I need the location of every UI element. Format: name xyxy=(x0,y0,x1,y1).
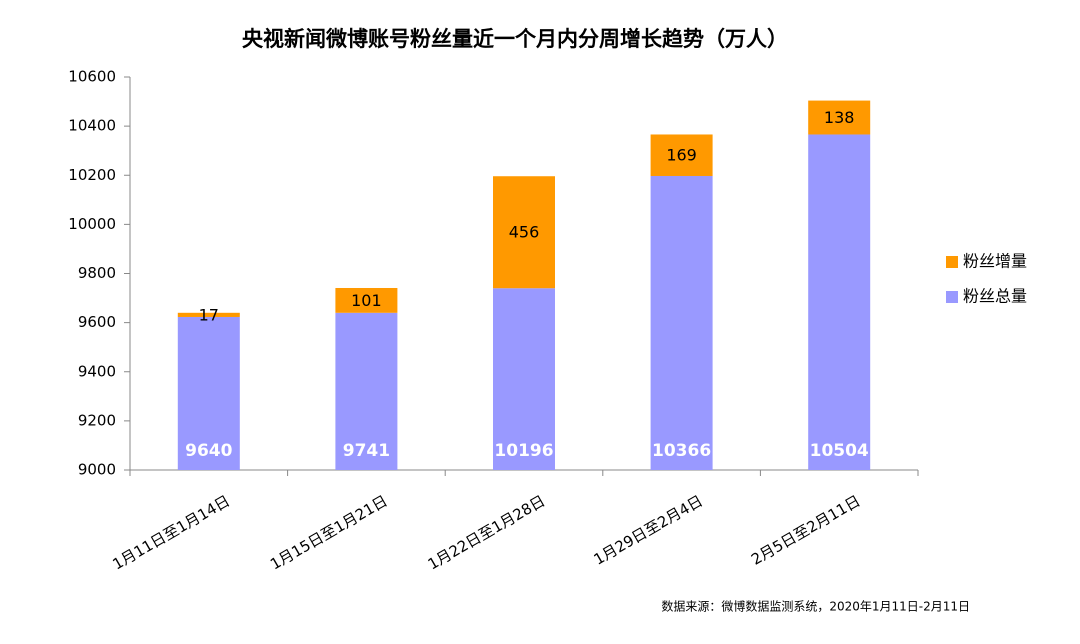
bar-segment xyxy=(493,176,555,289)
data-label: 456 xyxy=(509,223,540,242)
y-tick-label: 10000 xyxy=(68,215,116,233)
total-label: 9741 xyxy=(343,441,390,461)
data-label: 138 xyxy=(824,108,855,127)
source-note: 数据来源：微博数据监测系统，2020年1月11日-2月11日 xyxy=(661,599,970,614)
legend-label: 粉丝增量 xyxy=(963,252,1027,271)
legend-swatch xyxy=(946,256,958,268)
x-tick-label: 1月15日至1月21日 xyxy=(267,492,391,574)
data-label: 169 xyxy=(666,146,697,165)
y-tick-label: 9400 xyxy=(78,362,116,380)
data-label: 101 xyxy=(351,291,382,310)
total-label: 10366 xyxy=(652,441,711,461)
x-tick-label: 2月5日至2月11日 xyxy=(748,492,863,569)
bar-segment xyxy=(493,288,555,470)
bar-segment xyxy=(808,100,871,135)
bar-segment xyxy=(177,312,240,317)
x-tick-label: 1月22日至1月28日 xyxy=(425,492,549,574)
bar-segment xyxy=(335,312,398,470)
y-tick-label: 10600 xyxy=(68,68,116,86)
bar-segment xyxy=(650,175,713,470)
total-label: 10196 xyxy=(494,441,553,461)
y-tick-label: 10400 xyxy=(68,117,116,135)
bar-segment xyxy=(177,316,240,470)
x-tick-label: 1月29日至2月4日 xyxy=(591,492,706,569)
y-tick-label: 9200 xyxy=(78,411,116,429)
y-tick-label: 10200 xyxy=(68,166,116,184)
bar-segment xyxy=(335,287,398,313)
legend-swatch xyxy=(946,291,958,303)
total-label: 9640 xyxy=(185,441,232,461)
data-label: 17 xyxy=(199,305,219,324)
y-tick-label: 9000 xyxy=(78,461,116,479)
y-tick-label: 9800 xyxy=(78,264,116,282)
x-tick-label: 1月11日至1月14日 xyxy=(110,492,234,574)
bar-segment xyxy=(650,134,713,176)
total-label: 10504 xyxy=(810,441,869,461)
chart-title: 央视新闻微博账号粉丝量近一个月内分周增长趋势（万人） xyxy=(242,27,788,51)
bar-segment xyxy=(808,134,871,470)
y-tick-label: 9600 xyxy=(78,313,116,331)
legend-label: 粉丝总量 xyxy=(963,287,1027,306)
